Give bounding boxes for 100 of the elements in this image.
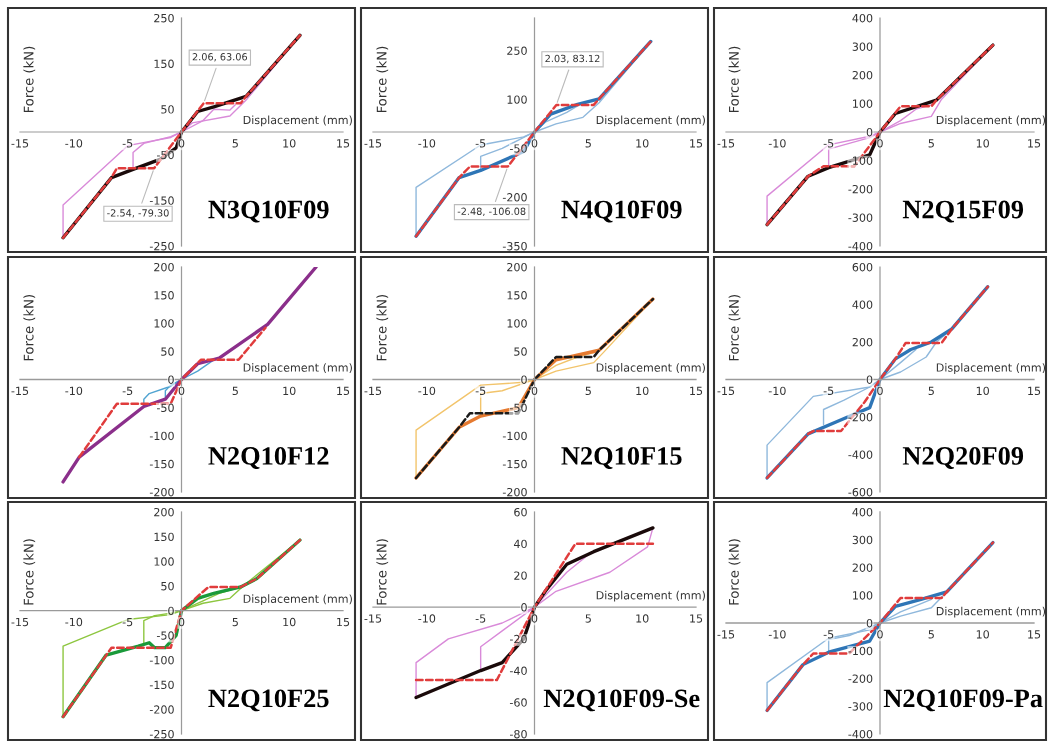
x-tick-label: 15 bbox=[1028, 630, 1041, 639]
annotation: N2Q15F09 bbox=[902, 200, 1024, 223]
x-tick-label: 15 bbox=[337, 617, 350, 627]
y-tick-label: 200 bbox=[154, 507, 174, 517]
y-tick-label: 400 bbox=[852, 507, 873, 517]
x-tick-label: -15 bbox=[11, 139, 29, 148]
x-tick-label: -5 bbox=[122, 617, 133, 627]
x-tick-label: 10 bbox=[976, 386, 989, 396]
x-tick-label: 10 bbox=[976, 139, 989, 148]
x-tick-label: 0 bbox=[531, 614, 538, 623]
y-axis-title: Force (kN) bbox=[376, 539, 389, 605]
y-tick-label: -400 bbox=[848, 241, 873, 251]
y-tick-label: 0 bbox=[866, 127, 873, 137]
y-tick-label: 20 bbox=[514, 571, 527, 580]
y-tick-label: 250 bbox=[507, 46, 527, 55]
annotation: 2.03, 83.12 bbox=[545, 54, 600, 64]
x-tick-label: -15 bbox=[364, 139, 382, 148]
x-tick-label: 5 bbox=[928, 139, 934, 148]
x-tick-label: 0 bbox=[178, 617, 185, 627]
y-tick-label: 50 bbox=[514, 347, 527, 356]
x-tick-label: 5 bbox=[232, 139, 238, 148]
y-tick-label: -50 bbox=[156, 403, 174, 412]
x-tick-label: -5 bbox=[823, 139, 834, 148]
x-tick-label: 0 bbox=[531, 139, 538, 148]
y-tick-label: -100 bbox=[848, 646, 873, 656]
y-tick-label: 0 bbox=[866, 375, 873, 384]
y-tick-label: 300 bbox=[852, 42, 873, 51]
x-tick-label: 15 bbox=[690, 614, 703, 623]
x-tick-label: -15 bbox=[364, 386, 382, 396]
x-tick-label: -5 bbox=[823, 630, 834, 639]
y-tick-label: -150 bbox=[149, 196, 174, 205]
y-tick-label: -200 bbox=[502, 487, 527, 497]
y-tick-label: 200 bbox=[852, 337, 873, 347]
x-tick-label: 10 bbox=[283, 617, 296, 627]
x-tick-label: 15 bbox=[1028, 386, 1041, 396]
x-axis-title: Displacement (mm) bbox=[243, 363, 352, 374]
x-tick-label: -10 bbox=[418, 614, 436, 623]
y-axis-title: Force (kN) bbox=[23, 295, 36, 361]
x-tick-label: 15 bbox=[337, 139, 350, 148]
y-tick-label: 50 bbox=[161, 105, 174, 114]
y-tick-label: -50 bbox=[509, 144, 527, 153]
x-tick-label: -5 bbox=[475, 386, 486, 396]
y-tick-label: 250 bbox=[154, 13, 174, 23]
y-tick-label: -150 bbox=[502, 459, 527, 469]
x-tick-label: -5 bbox=[823, 386, 834, 396]
annotation: N2Q10F09-Pa bbox=[883, 689, 1043, 712]
y-tick-label: -200 bbox=[848, 674, 873, 683]
y-tick-label: -100 bbox=[149, 431, 174, 441]
annotation: N2Q20F09 bbox=[902, 447, 1024, 469]
x-tick-label: 5 bbox=[585, 139, 591, 148]
x-tick-label: 0 bbox=[178, 386, 185, 396]
y-tick-label: -200 bbox=[502, 193, 527, 202]
y-tick-label: 40 bbox=[513, 539, 527, 549]
x-tick-label: -10 bbox=[768, 386, 786, 396]
y-tick-label: -100 bbox=[149, 655, 174, 665]
x-tick-label: 0 bbox=[178, 139, 185, 148]
y-axis-title: Force (kN) bbox=[23, 46, 36, 113]
annotation: N4Q10F09 bbox=[561, 200, 682, 223]
x-tick-label: -10 bbox=[65, 386, 83, 396]
x-tick-label: 15 bbox=[1028, 139, 1041, 148]
annotation: -2.54, -79.30 bbox=[107, 209, 169, 218]
y-tick-label: -200 bbox=[848, 412, 873, 422]
y-tick-label: -200 bbox=[848, 184, 873, 194]
annotation: N3Q10F09 bbox=[208, 200, 329, 223]
y-tick-label: 100 bbox=[154, 319, 174, 328]
y-tick-label: -100 bbox=[848, 156, 873, 165]
y-tick-label: 60 bbox=[514, 507, 527, 517]
annotation: N2Q10F12 bbox=[208, 447, 329, 469]
y-axis-title: Force (kN) bbox=[376, 46, 389, 113]
y-tick-label: 150 bbox=[507, 291, 527, 300]
x-tick-label: 10 bbox=[636, 386, 649, 396]
x-tick-label: -5 bbox=[475, 614, 486, 623]
x-axis-title: Displacement (mm) bbox=[596, 363, 705, 374]
y-tick-label: -20 bbox=[509, 634, 527, 644]
y-axis-title: Force (kN) bbox=[728, 46, 741, 113]
y-tick-label: -250 bbox=[149, 729, 174, 739]
y-tick-label: -80 bbox=[509, 729, 527, 739]
x-tick-label: -10 bbox=[65, 617, 83, 627]
x-tick-label: 0 bbox=[877, 139, 883, 148]
x-tick-label: -5 bbox=[475, 139, 486, 148]
x-axis-title: Displacement (mm) bbox=[243, 594, 352, 606]
x-axis-title: Displacement (mm) bbox=[936, 363, 1046, 374]
x-tick-label: 0 bbox=[877, 630, 883, 639]
y-axis-title: Force (kN) bbox=[728, 539, 741, 605]
annotation: 2.06, 63.06 bbox=[192, 53, 248, 62]
y-tick-label: -200 bbox=[149, 487, 174, 497]
x-tick-label: 15 bbox=[690, 386, 703, 396]
y-tick-label: -400 bbox=[848, 729, 873, 739]
x-tick-label: 5 bbox=[585, 386, 591, 396]
x-tick-label: 5 bbox=[232, 386, 238, 396]
y-tick-label: 50 bbox=[161, 581, 174, 591]
x-tick-label: 15 bbox=[337, 386, 350, 396]
x-axis-title: Displacement (mm) bbox=[936, 606, 1046, 618]
x-tick-label: 5 bbox=[585, 614, 591, 623]
y-tick-label: -100 bbox=[502, 431, 527, 441]
y-tick-label: 400 bbox=[852, 13, 873, 23]
y-axis-title: Force (kN) bbox=[23, 539, 36, 605]
x-tick-label: -10 bbox=[65, 139, 83, 148]
y-tick-label: -50 bbox=[156, 631, 174, 640]
y-tick-label: 600 bbox=[852, 262, 873, 272]
